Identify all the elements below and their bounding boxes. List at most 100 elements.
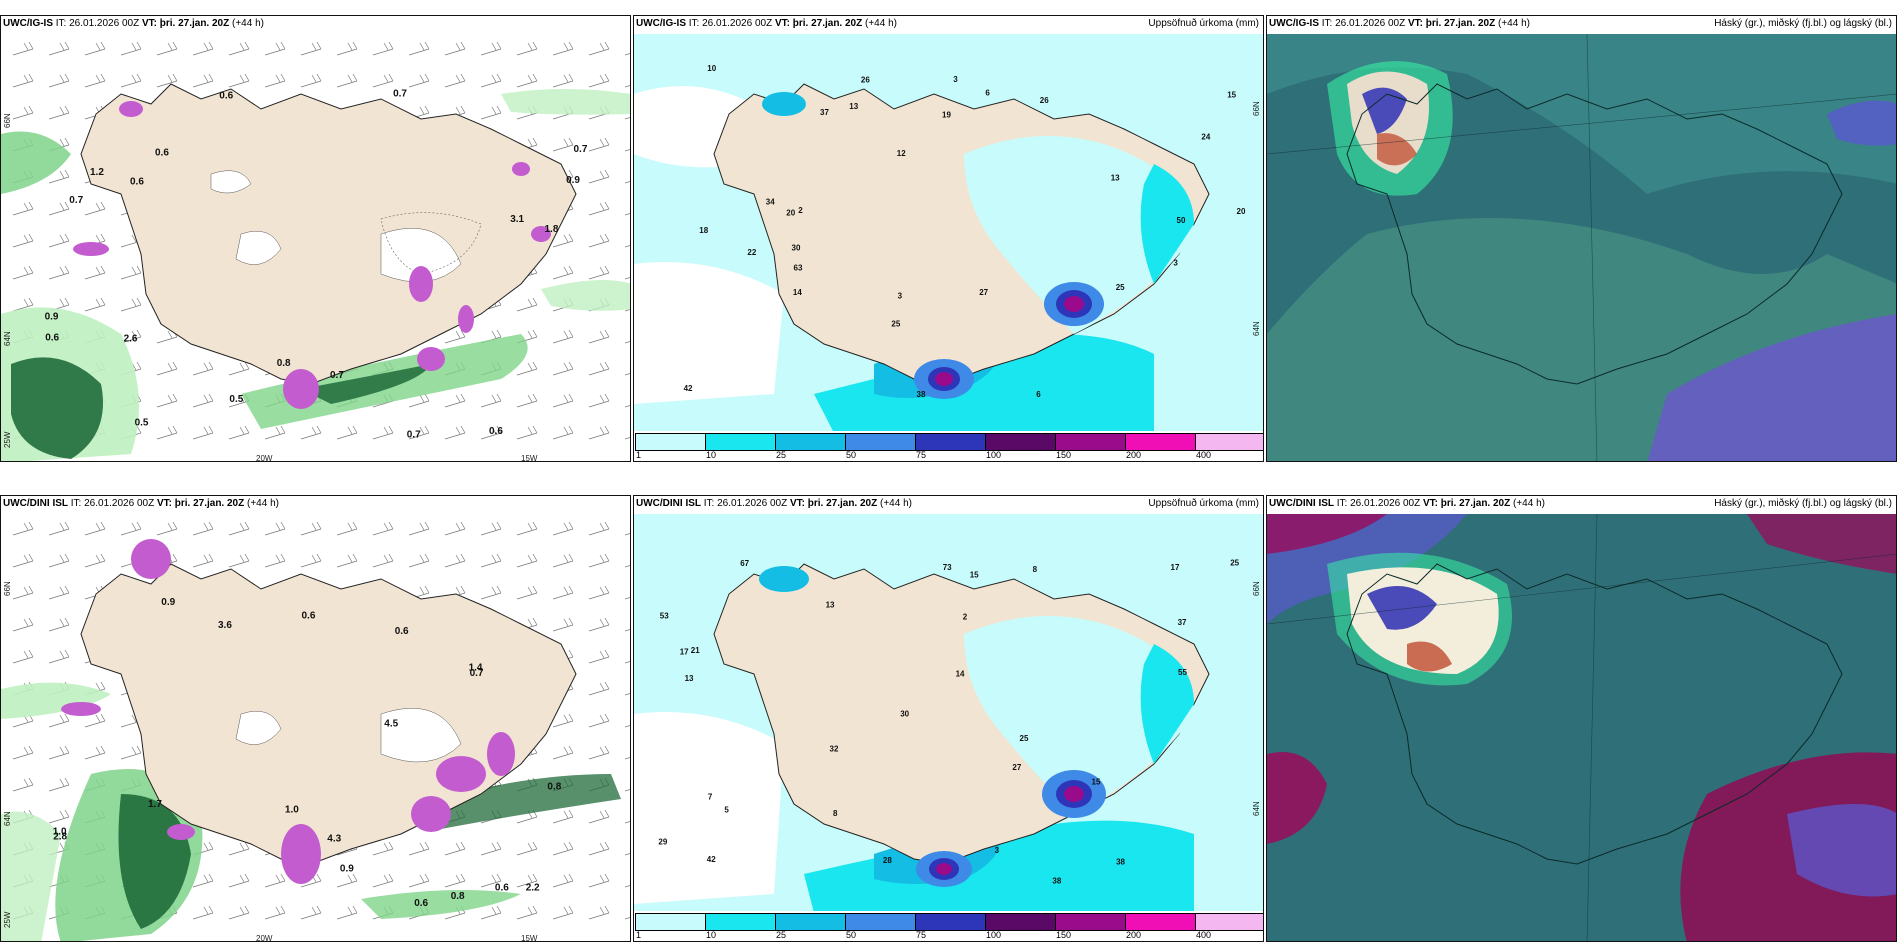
- precip-map-panel-top[interactable]: UWC/IG-IS IT: 26.01.2026 00Z VT: þri. 27…: [633, 15, 1264, 462]
- precip-value-label: 19: [942, 110, 951, 119]
- wind-value-label: 0.5: [229, 394, 243, 405]
- cloud-map-panel-top[interactable]: UWC/IG-IS IT: 26.01.2026 00Z VT: þri. 27…: [1266, 15, 1897, 462]
- wind-value-label: 0.7: [330, 370, 344, 381]
- legend-label: 25: [776, 930, 787, 940]
- legend-swatch: [706, 434, 776, 450]
- precip-value-label: 8: [833, 809, 838, 818]
- wind-barb: [516, 585, 538, 600]
- precip-value-label: 20: [1237, 207, 1246, 216]
- wind-barb: [48, 777, 70, 792]
- wind-value-label: 0.7: [574, 144, 588, 155]
- precip-map-panel-bottom[interactable]: UWC/DINI ISL IT: 26.01.2026 00Z VT: þri.…: [633, 495, 1264, 942]
- it-label: IT:: [1321, 18, 1333, 29]
- wind-barb: [408, 425, 430, 440]
- wind-barb: [336, 73, 358, 88]
- wind-value-label: 0.6: [414, 898, 428, 909]
- wind-barb: [480, 585, 502, 600]
- precip-value-label: 14: [793, 288, 802, 297]
- precip-value-label: 3: [953, 75, 958, 84]
- lat-label-66n: 66N: [3, 581, 12, 596]
- vt-label: VT:: [774, 18, 790, 29]
- vt-label: VT:: [1422, 498, 1438, 509]
- model-name: UWC/DINI ISL: [636, 498, 701, 509]
- wind-barb: [624, 117, 630, 120]
- wind-barb: [624, 885, 630, 888]
- wind-barb: [552, 265, 574, 280]
- legend-swatch: [846, 434, 916, 450]
- wind-barb: [408, 41, 430, 56]
- vt-value: þri. 27.jan. 20Z: [1425, 18, 1496, 29]
- wind-barb: [12, 201, 34, 216]
- wind-barb: [300, 425, 322, 440]
- panel-title: UWC/DINI ISL IT: 26.01.2026 00Z VT: þri.…: [636, 498, 912, 510]
- legend-label: 1: [636, 930, 642, 940]
- wind-barb: [552, 73, 574, 88]
- wind-value-label: 0.9: [566, 175, 580, 186]
- panel-title: UWC/IG-IS IT: 26.01.2026 00Z VT: þri. 27…: [3, 18, 264, 30]
- wind-barb: [624, 341, 630, 344]
- wind-map-panel-bottom[interactable]: UWC/DINI ISL IT: 26.01.2026 00Z VT: þri.…: [0, 495, 631, 942]
- wind-barb: [372, 873, 394, 888]
- legend-swatch: [916, 914, 986, 930]
- legend-swatch: [1056, 434, 1126, 450]
- wind-barb: [552, 137, 574, 152]
- wind-barb: [228, 361, 250, 376]
- cloud-map-panel-bottom[interactable]: UWC/DINI ISL IT: 26.01.2026 00Z VT: þri.…: [1266, 495, 1897, 942]
- precip-value-label: 63: [794, 264, 803, 273]
- wind-barb: [480, 521, 502, 536]
- precip-legend: 1 10 25 50 75 100 150 200 400: [634, 431, 1263, 461]
- wind-barb: [480, 841, 502, 856]
- panel-title: UWC/DINI ISL IT: 26.01.2026 00Z VT: þri.…: [1269, 498, 1545, 510]
- wind-barb: [264, 553, 286, 568]
- wind-map-panel-top[interactable]: UWC/IG-IS IT: 26.01.2026 00Z VT: þri. 27…: [0, 15, 631, 462]
- precip-value-label: 37: [1178, 618, 1187, 627]
- wind-barb: [48, 745, 70, 760]
- panel-variable-title: Uppsöfnuð úrkoma (mm): [1148, 18, 1259, 29]
- wind-barb: [336, 425, 358, 440]
- wind-barb: [588, 617, 610, 632]
- wind-barb: [624, 53, 630, 56]
- wind-barb: [480, 105, 502, 120]
- precip-value-label: 21: [691, 646, 700, 655]
- wind-barb: [588, 585, 610, 600]
- wind-barb: [624, 437, 630, 440]
- wind-barb: [264, 41, 286, 56]
- wind-value-label: 0.9: [45, 312, 59, 323]
- legend-label: 100: [986, 450, 1002, 460]
- precip-value-label: 25: [891, 319, 900, 328]
- wind-value-label: 0.6: [489, 426, 503, 437]
- wind-barb: [372, 41, 394, 56]
- precip-value-label: 25: [1230, 559, 1239, 568]
- lon-label-15w: 15W: [521, 934, 538, 942]
- wind-value-label: 0.5: [135, 417, 149, 428]
- wind-barb: [12, 233, 34, 248]
- wind-barb: [624, 309, 630, 312]
- wind-barb: [552, 713, 574, 728]
- lead-time: (+44 h): [1513, 498, 1545, 509]
- vt-value: þri. 27.jan. 20Z: [174, 498, 245, 509]
- legend-label: 200: [1126, 930, 1142, 940]
- wind-barb: [84, 201, 106, 216]
- it-value: 26.01.2026 00Z: [1350, 498, 1421, 509]
- wind-barb: [372, 73, 394, 88]
- wind-value-label: 1.2: [90, 167, 104, 178]
- precip-value-label: 13: [1111, 173, 1120, 182]
- wind-barb: [408, 841, 430, 856]
- wind-value-label: 3.6: [218, 620, 232, 631]
- legend-label: 400: [1196, 450, 1212, 460]
- it-label: IT:: [703, 498, 715, 509]
- legend-label: 50: [846, 450, 857, 460]
- wind-barb: [516, 73, 538, 88]
- it-value: 26.01.2026 00Z: [69, 18, 140, 29]
- model-name: UWC/IG-IS: [636, 18, 686, 29]
- lat-label-64n: 64N: [1252, 321, 1261, 336]
- wind-barb: [408, 393, 430, 408]
- it-value: 26.01.2026 00Z: [717, 498, 788, 509]
- wind-barb: [588, 553, 610, 568]
- wind-barb: [624, 405, 630, 408]
- wind-barb: [516, 361, 538, 376]
- precip-map: 6 2 3 3 12 25 18 14 22 19 42 15 38 34 27 37 20 30 13 13 26 24…: [634, 34, 1263, 433]
- wind-value-label: 1.8: [545, 224, 559, 235]
- wind-barb: [588, 233, 610, 248]
- model-name: UWC/DINI ISL: [1269, 498, 1334, 509]
